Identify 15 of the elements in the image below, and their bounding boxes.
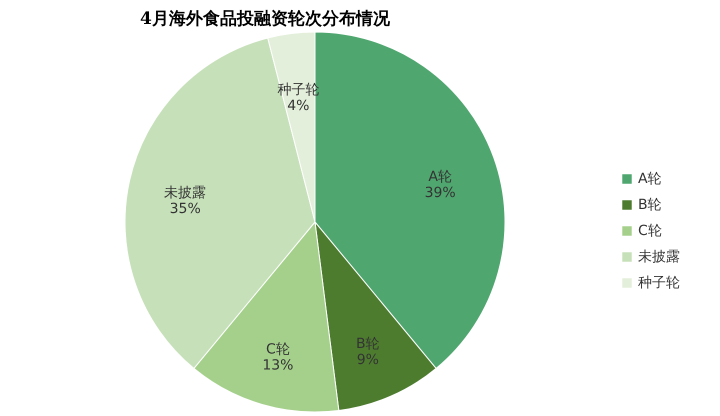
legend-label: 未披露 — [638, 249, 680, 265]
data-label: 13% — [262, 358, 294, 374]
slice-label: A轮 — [428, 168, 452, 185]
legend-label: C轮 — [638, 223, 662, 239]
legend-label: B轮 — [638, 197, 662, 213]
data-label: 35% — [170, 200, 201, 217]
data-label: 39% — [424, 184, 456, 201]
data-label: 9% — [356, 352, 379, 368]
slice-label: 未披露 — [164, 184, 206, 201]
slice-label: C轮 — [266, 342, 290, 358]
chart-title: 4月海外食品投融资轮次分布情况 — [140, 9, 391, 29]
legend-label: A轮 — [638, 171, 662, 187]
slice-label: B轮 — [356, 336, 380, 352]
legend-label: 种子轮 — [638, 275, 680, 291]
data-label: 4% — [287, 98, 310, 114]
